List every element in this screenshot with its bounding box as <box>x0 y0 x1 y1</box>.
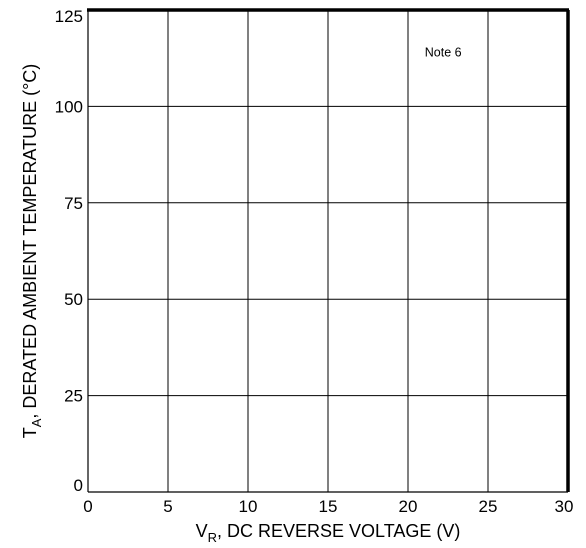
y-tick-label-100: 100 <box>55 97 83 116</box>
y-tick-label-25: 25 <box>64 387 83 406</box>
y-tick-label-125: 125 <box>55 7 83 26</box>
y-axis-title: TA, DERATED AMBIENT TEMPERATURE (°C) <box>20 64 44 439</box>
x-tick-label-5: 5 <box>163 497 172 516</box>
note-annotation: Note 6 <box>425 45 462 59</box>
x-tick-label-20: 20 <box>399 497 418 516</box>
y-tick-label-50: 50 <box>64 290 83 309</box>
x-tick-label-15: 15 <box>319 497 338 516</box>
y-tick-label-0: 0 <box>74 476 83 495</box>
x-tick-label-0: 0 <box>83 497 92 516</box>
x-tick-label-25: 25 <box>479 497 498 516</box>
y-tick-label-75: 75 <box>64 194 83 213</box>
plot-frame <box>87 8 570 493</box>
x-axis-title: VR, DC REVERSE VOLTAGE (V) <box>196 521 461 545</box>
x-tick-label-30: 30 <box>555 497 574 516</box>
y-axis-tick-labels: 0 25 50 75 100 125 <box>55 7 83 495</box>
x-axis-tick-labels: 0 5 10 15 20 25 30 <box>83 497 573 516</box>
x-tick-label-10: 10 <box>239 497 258 516</box>
